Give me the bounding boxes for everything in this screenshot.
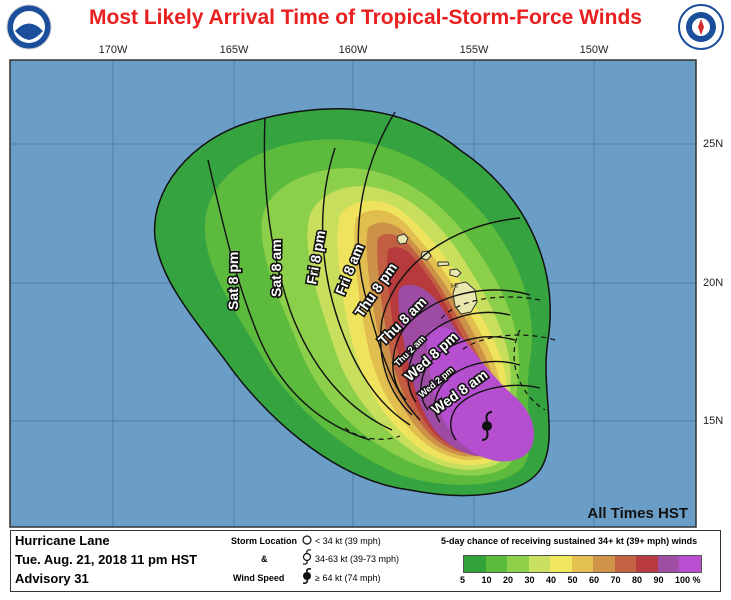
scale-swatch-6 [593, 556, 615, 572]
wind-legend-item-3: ≥ 64 kt (74 mph) [315, 573, 381, 583]
lat-label-15n: 15N [703, 415, 724, 427]
scale-tick-5: 50 [567, 575, 578, 585]
contour-sat-8pm [207, 159, 371, 441]
scale-tick-9: 90 [653, 575, 664, 585]
noaa-logo [6, 4, 52, 50]
scale-tick-7: 70 [610, 575, 621, 585]
arrival-label-sat-8am: Sat 8 am [268, 239, 284, 297]
wind-legend-label-3: Wind Speed [233, 573, 285, 583]
island-kauai [396, 233, 409, 245]
contour-wed-2pm [434, 360, 521, 423]
scale-swatch-4 [550, 556, 572, 572]
lon-label-165w: 165W [219, 44, 249, 56]
lat-label-20n: 20N [703, 277, 724, 289]
probability-color-scale [463, 555, 702, 573]
island-molokai [437, 261, 450, 267]
nws-logo [678, 4, 724, 50]
all-times-note: All Times HST [587, 505, 688, 522]
scale-swatch-0 [464, 556, 486, 572]
storm-date: Tue. Aug. 21, 2018 11 pm HST [15, 552, 198, 567]
prob-zone-100 [426, 326, 534, 462]
scale-tick-10: 100 % [675, 575, 701, 585]
contour-dashed-2 [461, 334, 556, 351]
lon-label-155w: 155W [459, 44, 489, 56]
forecast-map: HI Sat 8 pm Sat 8 am Fri 8 pm Fri 8 [9, 59, 697, 528]
hurricane-symbol [481, 411, 493, 441]
scale-swatch-9 [657, 556, 679, 572]
lon-label-170w: 170W [98, 44, 128, 56]
contour-dashed-4 [344, 427, 401, 440]
scale-tick-1: 10 [481, 575, 492, 585]
contour-thu-8pm [379, 217, 521, 416]
contour-wed-8am [450, 384, 541, 441]
scale-swatch-1 [485, 556, 507, 572]
scale-tick-8: 80 [632, 575, 643, 585]
hurricane-icon [302, 568, 312, 584]
wind-legend-item-1: < 34 kt (39 mph) [315, 536, 381, 546]
scale-swatch-3 [528, 556, 550, 572]
scale-tick-6: 60 [589, 575, 600, 585]
lon-label-150w: 150W [579, 44, 609, 56]
storm-name: Hurricane Lane [15, 533, 110, 548]
scale-tick-4: 40 [546, 575, 557, 585]
scale-tick-2: 20 [503, 575, 514, 585]
contour-dashed-1 [439, 296, 541, 321]
open-circle-icon [302, 535, 312, 545]
contour-dashed-3 [513, 329, 546, 411]
tropical-storm-icon [302, 549, 312, 565]
contour-wed-8pm [420, 336, 516, 411]
probability-legend-title: 5-day chance of receiving sustained 34+ … [441, 536, 698, 546]
scale-tick-0: 5 [460, 575, 466, 585]
wind-legend-item-2: 34-63 kt (39-73 mph) [315, 554, 400, 564]
island-label-hi: HI [451, 283, 458, 290]
legend-panel: Hurricane Lane Tue. Aug. 21, 2018 11 pm … [10, 530, 721, 592]
scale-swatch-5 [571, 556, 593, 572]
scale-swatch-2 [507, 556, 529, 572]
wind-legend-label-1: Storm Location [231, 536, 298, 546]
scale-tick-3: 30 [524, 575, 535, 585]
arrival-label-sat-8pm: Sat 8 pm [225, 252, 241, 310]
lon-label-160w: 160W [338, 44, 368, 56]
page-title: Most Likely Arrival Time of Tropical-Sto… [89, 6, 642, 29]
storm-advisory: Advisory 31 [15, 571, 89, 586]
wind-legend-label-2: & [261, 554, 268, 564]
scale-swatch-7 [614, 556, 636, 572]
contour-fri-8pm [321, 147, 411, 426]
contour-sat-8am [263, 117, 393, 431]
scale-swatch-8 [636, 556, 658, 572]
map-frame [9, 59, 697, 528]
scale-swatch-10 [679, 556, 701, 572]
contour-thu-2am [407, 311, 511, 403]
island-maui [449, 268, 462, 278]
lat-label-25n: 25N [703, 138, 724, 150]
contour-thu-8am [392, 289, 531, 401]
